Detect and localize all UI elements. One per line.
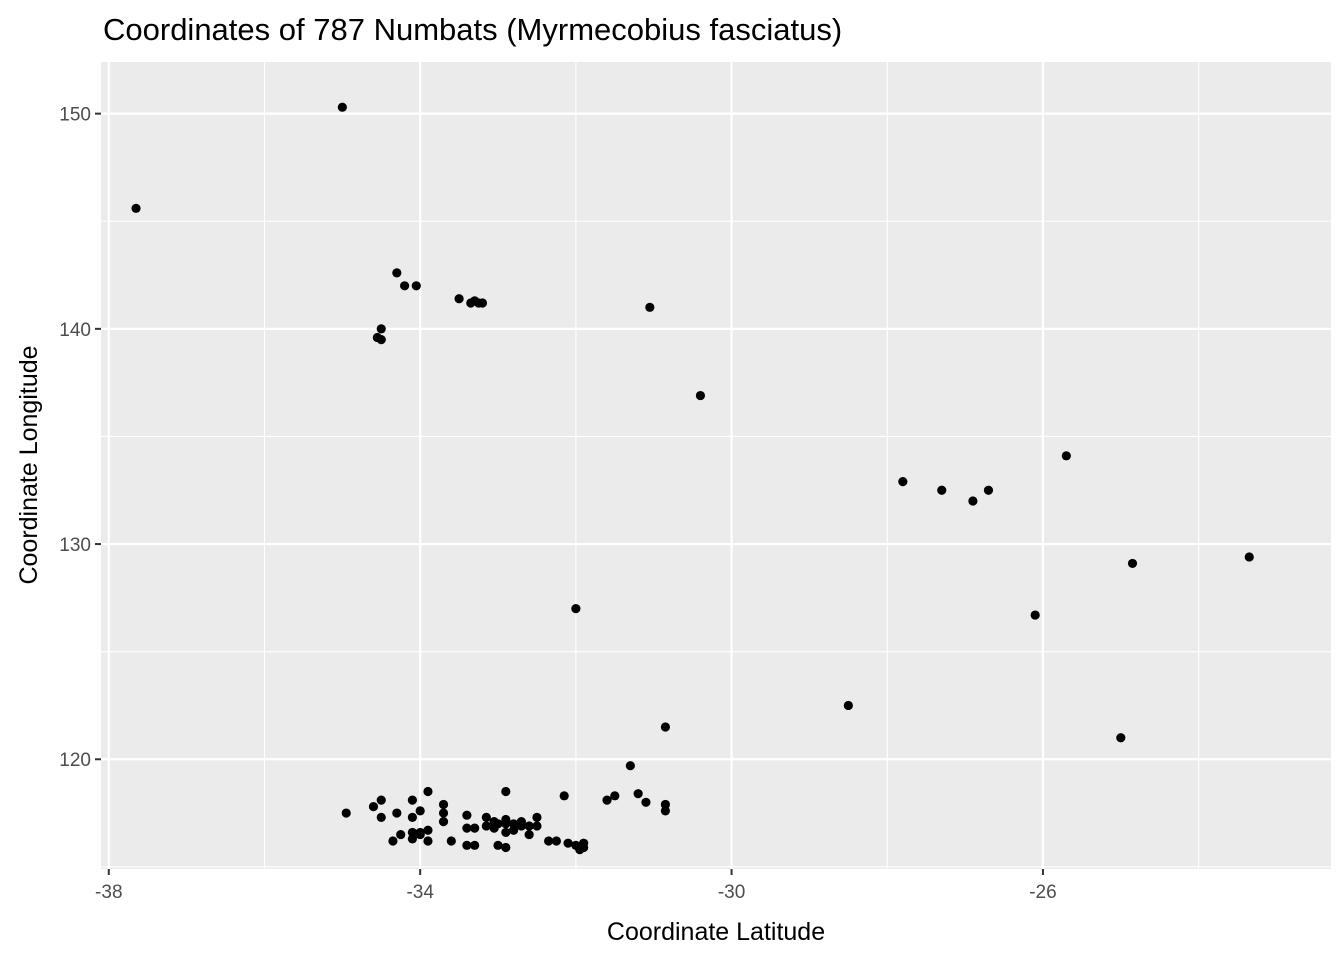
minor-gridlines: [101, 62, 1331, 869]
data-point: [423, 786, 433, 797]
data-point: [625, 761, 635, 771]
data-point: [376, 335, 386, 345]
x-tick-label: -26: [1029, 882, 1056, 903]
data-point: [454, 294, 464, 304]
y-tick-label: 140: [59, 320, 91, 341]
data-point: [968, 496, 978, 506]
data-points: [131, 102, 1254, 855]
data-point: [1244, 552, 1254, 562]
data-point: [660, 722, 670, 732]
data-point: [508, 825, 519, 835]
y-axis: 120 130 140 150: [59, 105, 101, 771]
data-point: [493, 840, 503, 850]
data-point: [446, 836, 456, 846]
data-point: [937, 485, 947, 495]
data-point: [388, 836, 398, 846]
data-point: [423, 825, 433, 835]
data-point: [341, 808, 351, 818]
x-axis-title: Coordinate Latitude: [607, 918, 825, 946]
data-point: [843, 700, 853, 711]
data-point: [501, 842, 511, 853]
data-point: [660, 806, 670, 816]
data-point: [610, 791, 620, 801]
data-point: [407, 827, 417, 838]
y-tick-label: 120: [59, 750, 91, 771]
data-point: [392, 268, 402, 278]
data-point: [477, 298, 488, 308]
data-point: [602, 795, 612, 805]
data-point: [481, 821, 491, 831]
data-point: [462, 810, 472, 820]
data-point: [376, 812, 386, 822]
data-point: [501, 827, 511, 838]
y-axis-title: Coordinate Longitude: [15, 345, 43, 584]
data-point: [415, 829, 425, 840]
data-point: [407, 834, 417, 844]
data-point: [1061, 451, 1071, 461]
data-point: [508, 819, 519, 829]
y-tick-label: 130: [59, 535, 91, 556]
data-point: [1030, 610, 1040, 620]
data-point: [407, 795, 417, 805]
y-tick-label: 150: [59, 105, 91, 126]
data-point: [516, 821, 526, 831]
major-gridlines: [101, 62, 1331, 869]
x-tick-label: -38: [95, 882, 122, 903]
data-point: [400, 281, 410, 291]
data-point: [481, 812, 491, 822]
data-point: [415, 806, 425, 816]
data-point: [470, 840, 480, 850]
data-point: [423, 836, 433, 846]
data-point: [501, 786, 511, 797]
plot-panel: [101, 62, 1331, 869]
data-point: [532, 812, 542, 822]
data-point: [551, 836, 562, 846]
data-point: [524, 829, 534, 840]
x-tick-label: -30: [718, 882, 745, 903]
data-point: [462, 840, 472, 850]
data-point: [1127, 558, 1138, 569]
data-point: [524, 821, 534, 831]
data-point: [493, 819, 503, 829]
data-point: [1116, 733, 1126, 743]
data-point: [579, 842, 589, 853]
data-point: [660, 799, 670, 810]
data-point: [559, 791, 569, 801]
data-point: [645, 302, 655, 312]
data-point: [641, 797, 651, 807]
data-point: [501, 819, 511, 829]
data-point: [563, 838, 573, 848]
data-point: [438, 817, 449, 827]
data-point: [396, 829, 406, 840]
data-point: [438, 799, 449, 810]
data-point: [695, 390, 706, 401]
data-point: [376, 795, 386, 805]
data-point: [376, 324, 386, 334]
data-point: [131, 203, 141, 213]
data-point: [407, 812, 417, 822]
data-point: [392, 808, 402, 818]
data-point: [633, 789, 643, 799]
chart-title: Coordinates of 787 Numbats (Myrmecobius …: [103, 12, 842, 47]
data-point: [470, 823, 480, 833]
data-point: [337, 102, 347, 112]
data-point: [532, 821, 542, 831]
data-point: [411, 281, 421, 291]
x-tick-label: -34: [406, 882, 434, 903]
data-point: [544, 836, 554, 846]
data-point: [983, 485, 994, 495]
data-point: [462, 823, 472, 833]
x-axis: -38 -34 -30 -26: [95, 869, 1057, 903]
data-point: [571, 604, 581, 614]
data-point: [898, 477, 908, 487]
data-point: [368, 801, 379, 812]
data-point: [438, 808, 449, 818]
